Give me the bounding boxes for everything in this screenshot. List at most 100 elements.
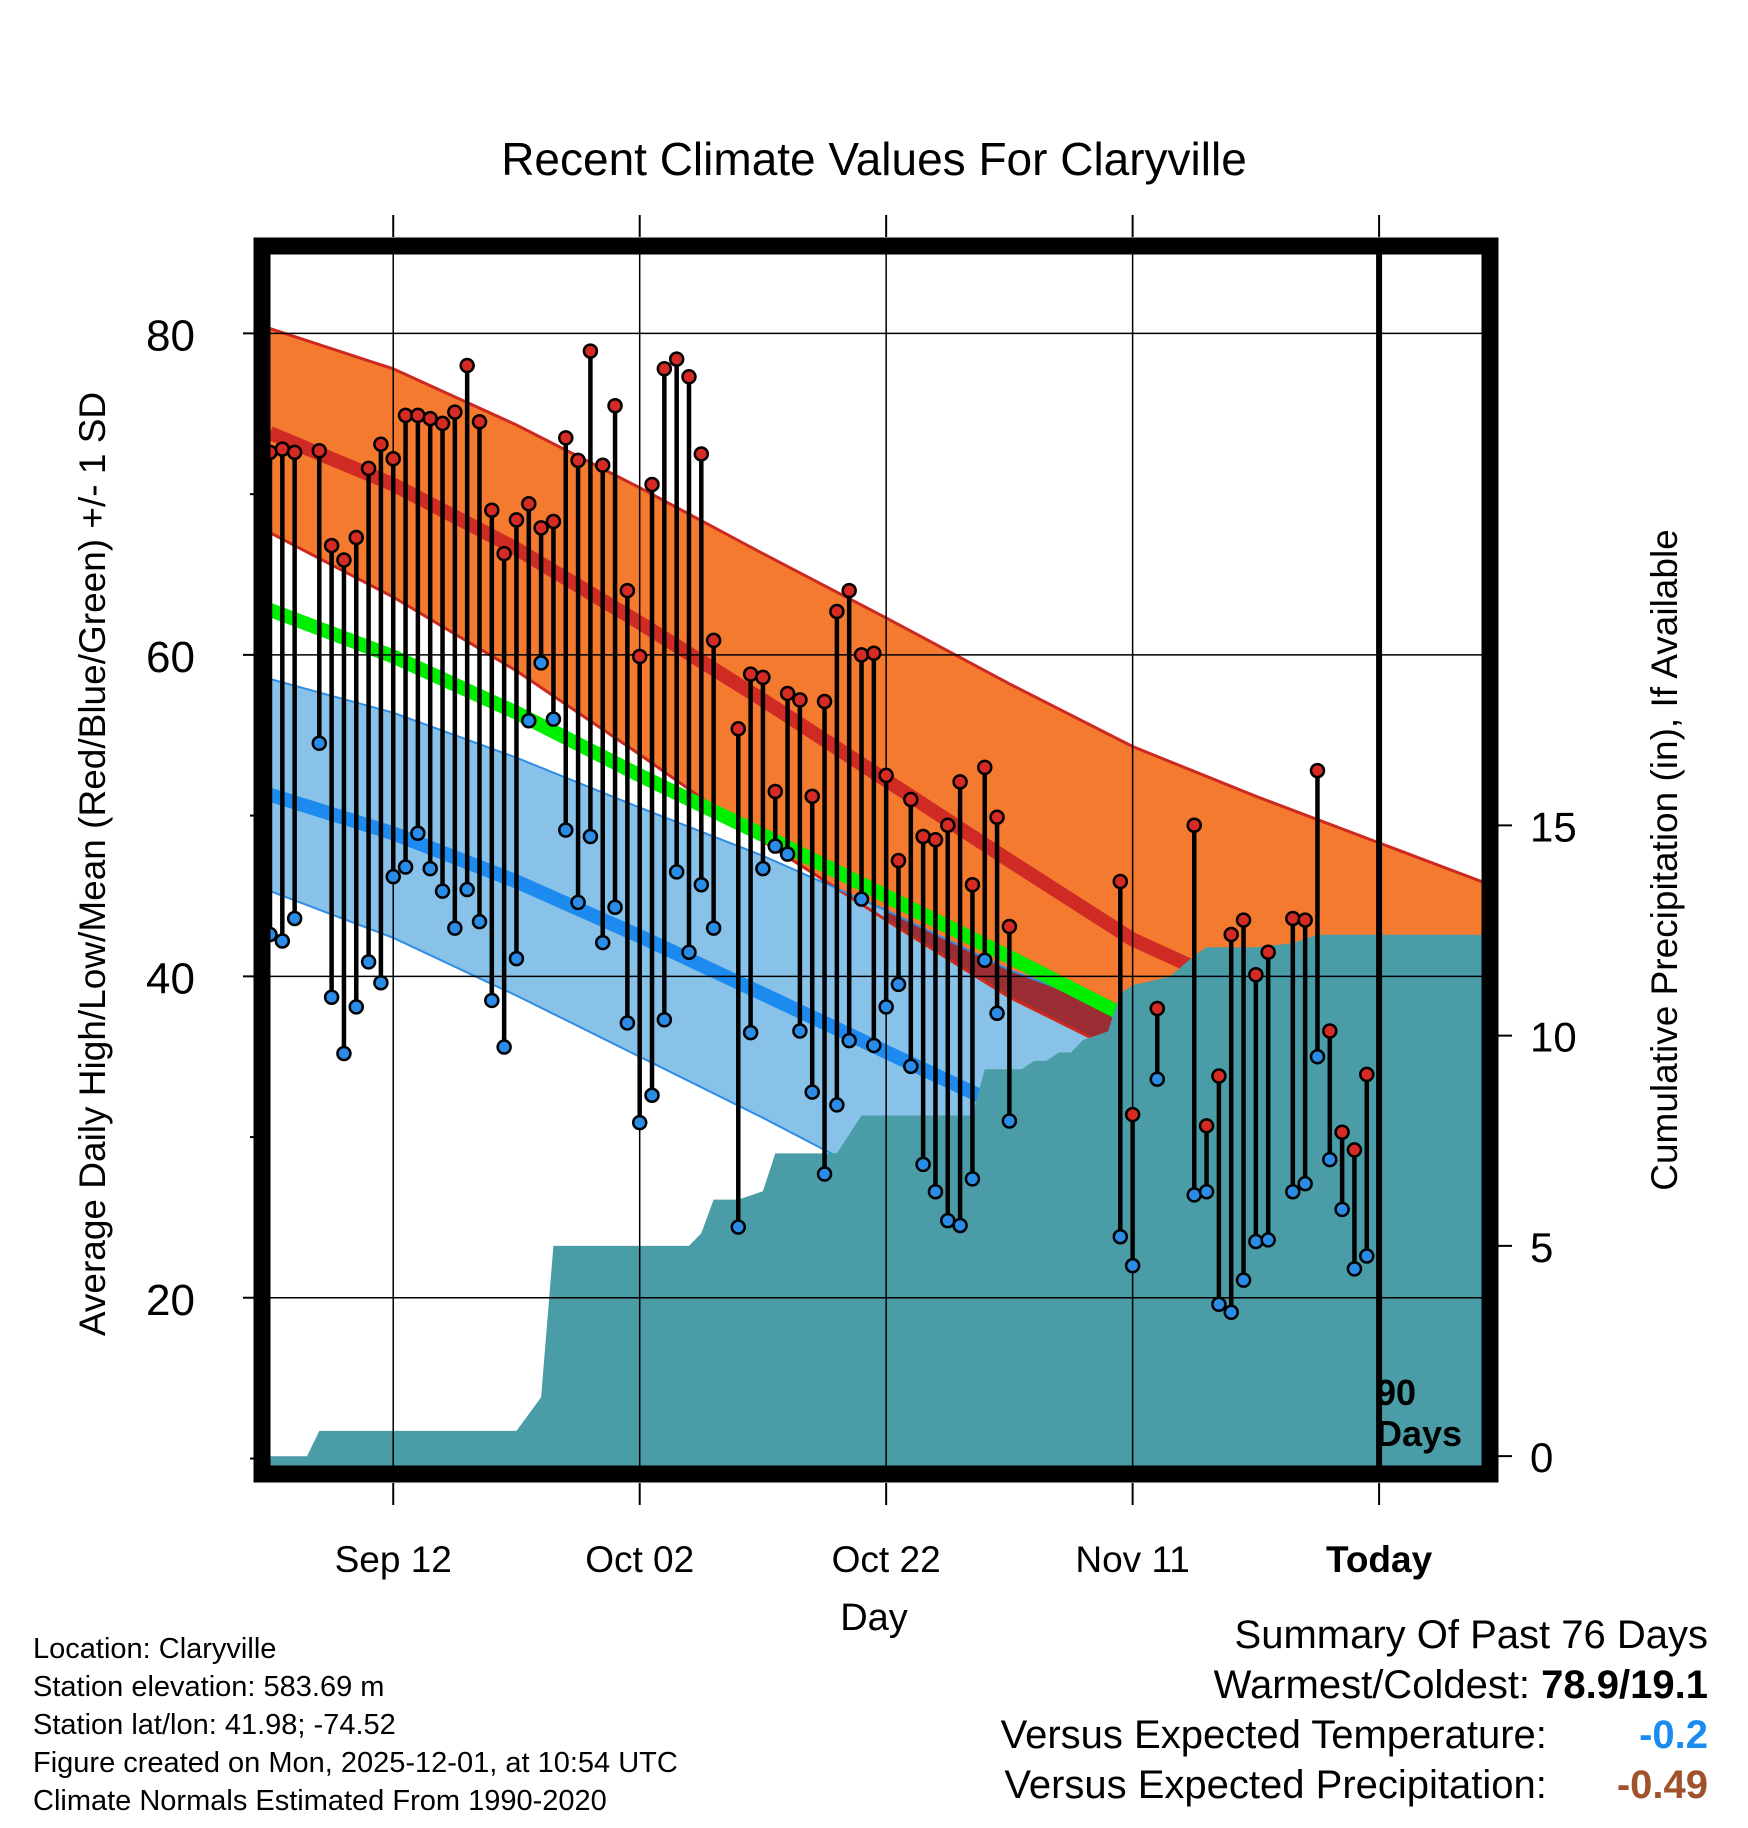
y2-tick-label: 15 (1530, 803, 1577, 850)
low-point (1124, 1257, 1141, 1274)
low-point (1001, 1113, 1018, 1129)
low-point (866, 1037, 882, 1054)
high-point (1149, 1000, 1166, 1017)
y-tick-label: 60 (146, 633, 195, 682)
precip-area (270, 934, 1490, 1473)
high-point (607, 397, 623, 414)
high-point (1124, 1106, 1141, 1123)
low-point (1186, 1187, 1202, 1203)
high-point (631, 648, 648, 665)
y2-tick-label: 0 (1530, 1434, 1553, 1481)
low-point (804, 1084, 820, 1100)
today-days-label-2: Days (1376, 1413, 1462, 1454)
high-point (373, 436, 389, 453)
low-point (915, 1156, 931, 1173)
high-point (915, 828, 931, 845)
y-axis-label: Average Daily High/Low/Mean (Red/Blue/Gr… (72, 392, 113, 1336)
low-point (323, 989, 340, 1005)
low-point (274, 933, 291, 949)
low-point (656, 1011, 673, 1028)
high-point (323, 537, 340, 554)
high-point (484, 502, 500, 518)
x-tick-label: Oct 22 (832, 1539, 941, 1580)
y-tick-label: 20 (146, 1276, 195, 1325)
low-point (1211, 1296, 1227, 1312)
high-point (496, 545, 512, 562)
high-point (1260, 944, 1276, 960)
high-point (693, 446, 710, 462)
low-point (681, 944, 697, 960)
high-point (730, 721, 747, 737)
high-point (804, 788, 820, 805)
high-point (1235, 912, 1252, 928)
high-point (286, 444, 303, 461)
low-point (1322, 1151, 1338, 1168)
y-tick-label: 40 (146, 954, 195, 1003)
low-point (360, 954, 377, 970)
low-point (447, 920, 463, 936)
low-point (952, 1217, 968, 1234)
high-point (1346, 1142, 1363, 1158)
high-point (336, 552, 352, 568)
station-info: Location: Claryville Station elevation: … (33, 1630, 678, 1820)
low-point (619, 1015, 636, 1031)
high-point (656, 361, 673, 377)
low-point (1198, 1183, 1215, 1200)
high-point (471, 414, 488, 430)
chart-title: Recent Climate Values For Claryville (501, 133, 1247, 185)
high-point (397, 407, 414, 424)
low-point (631, 1114, 648, 1131)
high-point (1322, 1023, 1338, 1039)
low-point (484, 992, 500, 1009)
y2-tick-label: 10 (1530, 1014, 1577, 1061)
low-point (471, 913, 488, 930)
info-elevation: Station elevation: 583.69 m (33, 1671, 385, 1703)
low-point (1285, 1183, 1301, 1200)
low-point (533, 655, 549, 671)
info-created: Figure created on Mon, 2025-12-01, at 10… (33, 1747, 678, 1779)
x-axis-label: Day (840, 1597, 908, 1639)
temp-anomaly-label: Versus Expected Temperature: (1000, 1713, 1547, 1757)
high-point (755, 669, 771, 686)
high-point (594, 457, 611, 473)
y-tick-label: 80 (146, 311, 195, 360)
low-point (397, 859, 414, 875)
low-point (644, 1087, 660, 1104)
y2-axis-label: Cumulative Precipitation (in), If Availa… (1644, 529, 1685, 1191)
low-point (410, 825, 426, 842)
low-point (570, 894, 586, 911)
low-point (730, 1219, 747, 1235)
high-point (545, 513, 562, 530)
low-point (1149, 1071, 1166, 1087)
summary-precip-row: Versus Expected Precipitation: -0.49 (1001, 1760, 1708, 1810)
low-point (816, 1166, 833, 1182)
low-point (976, 952, 993, 969)
low-point (521, 713, 537, 729)
high-point (792, 692, 808, 708)
low-point (742, 1024, 759, 1041)
low-point (878, 999, 894, 1015)
high-point (668, 351, 685, 367)
high-point (1223, 926, 1239, 943)
high-point (619, 582, 636, 599)
low-point (496, 1039, 512, 1055)
high-point (1198, 1118, 1215, 1134)
low-point (989, 1005, 1005, 1022)
high-point (447, 404, 463, 420)
low-point (1334, 1201, 1350, 1218)
info-latlon: Station lat/lon: 41.98; -74.52 (33, 1709, 396, 1741)
high-point (1211, 1068, 1227, 1084)
high-point (742, 666, 759, 682)
low-point (779, 846, 796, 862)
low-point (385, 868, 401, 885)
low-point (940, 1212, 956, 1229)
x-tick-label: Today (1326, 1539, 1433, 1580)
low-point (594, 934, 611, 951)
high-point (940, 817, 956, 833)
low-point (459, 881, 475, 898)
high-point (459, 357, 475, 374)
high-point (1359, 1066, 1375, 1083)
low-point (903, 1058, 919, 1075)
summary-title: Summary Of Past 76 Days (1234, 1613, 1708, 1657)
